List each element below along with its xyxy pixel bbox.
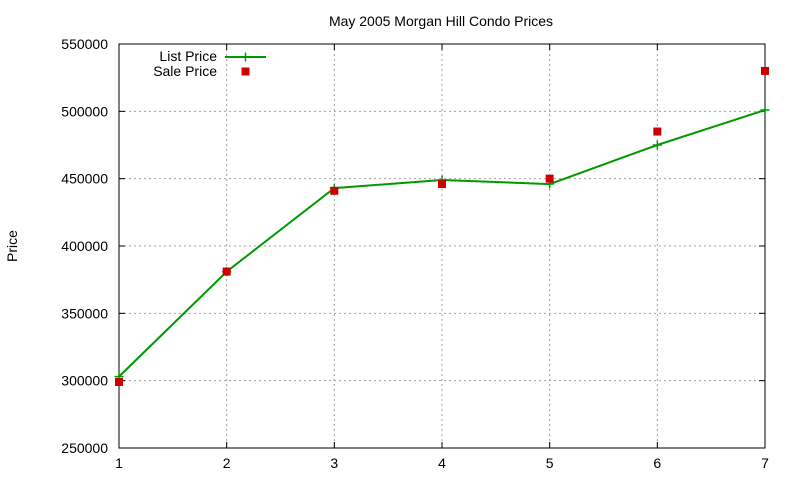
legend-marker-sale-price bbox=[241, 67, 250, 76]
legend-label-list-price: List Price bbox=[159, 48, 217, 64]
y-tick-label: 400000 bbox=[61, 238, 108, 254]
legend-label-sale-price: Sale Price bbox=[153, 63, 217, 79]
sale-price-point bbox=[222, 267, 231, 276]
list-price-point bbox=[652, 140, 662, 150]
tick-layer: 250000 300000 350000 400000 450000 500000 5500… bbox=[61, 36, 769, 471]
legend-marker-list-price bbox=[241, 52, 250, 62]
sale-price-point bbox=[653, 127, 662, 136]
x-tick-label: 4 bbox=[438, 455, 446, 471]
sale-price-point bbox=[545, 174, 554, 183]
y-tick-label: 250000 bbox=[61, 440, 108, 456]
x-tick-label: 5 bbox=[546, 455, 554, 471]
y-tick-label: 350000 bbox=[61, 305, 108, 321]
legend: List Price Sale Price bbox=[153, 48, 266, 79]
y-tick-label: 550000 bbox=[61, 36, 108, 52]
series-layer bbox=[114, 66, 770, 387]
y-tick-label: 500000 bbox=[61, 103, 108, 119]
y-axis-label: Price bbox=[4, 230, 20, 262]
y-tick-label: 300000 bbox=[61, 373, 108, 389]
sale-price-point bbox=[438, 180, 446, 189]
list-price-point bbox=[760, 105, 770, 115]
chart-title: May 2005 Morgan Hill Condo Prices bbox=[329, 13, 553, 29]
y-tick-label: 450000 bbox=[61, 171, 108, 187]
x-tick-label: 3 bbox=[330, 455, 338, 471]
sale-price-point bbox=[115, 378, 123, 387]
x-tick-label: 6 bbox=[653, 455, 661, 471]
grid-layer bbox=[119, 44, 765, 448]
sale-price-point bbox=[330, 186, 339, 195]
x-tick-label: 2 bbox=[223, 455, 231, 471]
x-tick-label: 1 bbox=[115, 455, 123, 471]
sale-price-point bbox=[761, 66, 769, 75]
x-tick-label: 7 bbox=[761, 455, 769, 471]
